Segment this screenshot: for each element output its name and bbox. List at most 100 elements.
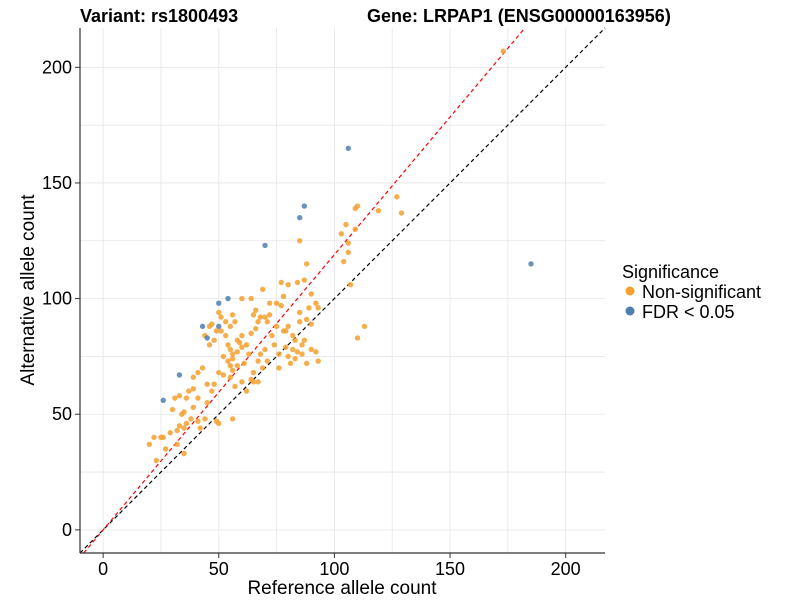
point-non-significant: [394, 194, 400, 200]
point-non-significant: [179, 411, 185, 417]
point-fdr-significant: [199, 323, 206, 330]
point-non-significant: [234, 337, 240, 343]
point-non-significant: [303, 261, 310, 267]
point-non-significant: [262, 346, 268, 353]
point-non-significant: [283, 344, 289, 350]
x-tick-label: 150: [435, 559, 465, 579]
y-tick-label: 200: [42, 57, 72, 77]
point-non-significant: [186, 388, 192, 394]
point-non-significant: [354, 335, 361, 341]
y-tick-label: 100: [42, 289, 72, 309]
x-tick-label: 200: [551, 559, 581, 579]
chart-title-gene: Gene: LRPAP1 (ENSG00000163956): [367, 6, 671, 26]
point-non-significant: [190, 374, 197, 380]
point-non-significant: [160, 434, 166, 441]
point-non-significant: [306, 305, 312, 311]
point-non-significant: [301, 337, 308, 343]
point-fdr-significant: [345, 145, 351, 151]
point-non-significant: [220, 372, 227, 378]
point-non-significant: [297, 319, 303, 325]
x-axis-ticks: 0 50 100 150 200: [98, 553, 581, 579]
point-non-significant: [266, 312, 273, 318]
point-non-significant: [225, 342, 231, 348]
point-non-significant: [264, 358, 271, 364]
point-non-significant: [232, 319, 238, 325]
point-fdr-significant: [216, 323, 222, 330]
point-non-significant: [223, 319, 229, 325]
point-non-significant: [301, 277, 308, 283]
legend-label-non-significant: Non-significant: [642, 282, 761, 302]
point-non-significant: [278, 302, 284, 309]
point-non-significant: [204, 399, 210, 406]
point-non-significant: [253, 307, 259, 313]
point-non-significant: [345, 240, 351, 246]
point-non-significant: [227, 346, 234, 353]
legend: Significance Non-significant FDR < 0.05: [622, 262, 761, 322]
point-fdr-significant: [160, 397, 166, 404]
grid: [80, 28, 605, 553]
point-non-significant: [190, 386, 197, 392]
point-non-significant: [211, 337, 217, 343]
point-non-significant: [308, 321, 314, 327]
y-axis-ticks: 0 50 100 150 200: [42, 57, 80, 540]
point-non-significant: [246, 351, 252, 357]
point-non-significant: [255, 358, 261, 364]
point-non-significant: [229, 312, 236, 318]
point-non-significant: [269, 332, 275, 339]
point-non-significant: [239, 344, 245, 350]
point-non-significant: [229, 356, 236, 362]
point-non-significant: [308, 291, 314, 297]
point-non-significant: [218, 328, 224, 334]
point-non-significant: [292, 356, 298, 362]
point-non-significant: [500, 48, 506, 54]
point-non-significant: [216, 420, 222, 427]
point-non-significant: [206, 342, 213, 348]
point-non-significant: [285, 353, 291, 360]
x-axis-title: Reference allele count: [247, 578, 437, 599]
point-non-significant: [299, 342, 305, 348]
point-non-significant: [206, 323, 213, 330]
point-non-significant: [174, 441, 180, 447]
x-tick-label: 100: [319, 559, 349, 579]
point-fdr-significant: [301, 203, 308, 209]
point-fdr-significant: [176, 372, 183, 378]
point-non-significant: [343, 221, 349, 228]
point-non-significant: [313, 349, 319, 355]
point-fdr-significant: [204, 335, 210, 341]
point-non-significant: [199, 365, 206, 371]
point-non-significant: [234, 349, 240, 355]
point-non-significant: [167, 430, 173, 436]
point-non-significant: [280, 293, 287, 299]
point-non-significant: [241, 360, 247, 367]
point-fdr-significant: [225, 295, 231, 302]
point-non-significant: [239, 332, 245, 339]
point-fdr-significant: [262, 242, 268, 249]
point-non-significant: [248, 295, 254, 302]
point-non-significant: [229, 367, 236, 373]
point-non-significant: [290, 332, 296, 339]
point-non-significant: [223, 332, 229, 339]
point-non-significant: [169, 406, 176, 413]
point-non-significant: [285, 323, 291, 330]
point-non-significant: [303, 360, 310, 367]
y-tick-label: 50: [52, 404, 72, 424]
point-fdr-significant: [297, 214, 303, 221]
point-non-significant: [250, 312, 257, 318]
point-non-significant: [190, 404, 197, 410]
point-non-significant: [248, 376, 254, 383]
reference-lines: [79, 27, 606, 554]
point-non-significant: [278, 279, 284, 286]
y-tick-label: 150: [42, 173, 72, 193]
x-tick-label: 50: [209, 559, 229, 579]
point-non-significant: [255, 379, 261, 385]
point-non-significant: [211, 381, 217, 387]
point-non-significant: [176, 423, 183, 429]
legend-label-fdr: FDR < 0.05: [642, 302, 735, 322]
point-non-significant: [232, 383, 238, 390]
point-non-significant: [202, 416, 208, 422]
point-non-significant: [181, 450, 187, 457]
point-non-significant: [239, 379, 245, 385]
point-non-significant: [227, 374, 234, 380]
x-tick-label: 0: [98, 559, 108, 579]
point-non-significant: [243, 342, 250, 348]
